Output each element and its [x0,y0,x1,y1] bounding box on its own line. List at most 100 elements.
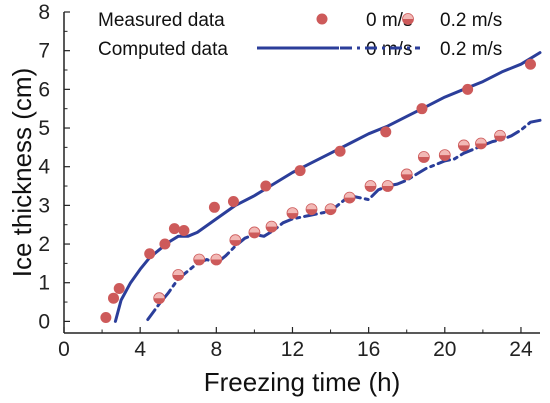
y-tick-label: 3 [38,194,50,217]
marker-02ms-point [210,253,223,266]
marker-0ms-point [227,196,239,208]
marker-02ms-point [286,207,299,220]
legend-computed-02ms-label: 0.2 m/s [440,39,502,60]
marker-02ms-point [457,139,470,152]
axes [63,12,540,334]
marker-02ms-outline [229,234,242,247]
marker-02ms-lower-half [210,259,222,266]
marker-02ms-outline [417,151,430,163]
marker-02ms-point [475,137,487,150]
legend-measured-02ms-label: 0.2 m/s [440,10,502,31]
marker-02ms-point [400,168,413,181]
marker-02ms-outline [153,292,166,305]
marker-02ms-lower-half [344,197,356,204]
y-tick-label: 1 [38,272,50,295]
marker-02ms-lower-half [306,209,318,215]
legend-computed-0ms-label: 0 m/s [366,39,412,60]
y-axis-title: Ice thickness (cm) [7,68,37,278]
x-tick-label: 4 [134,338,146,361]
y-ticks: 0 1 2 3 4 5 6 7 8 [38,1,70,333]
y-tick-label: 6 [38,78,50,101]
x-tick-label: 16 [357,338,380,361]
marker-02ms-outline [172,269,185,281]
marker-02ms-point [324,203,337,216]
computed-line-0ms [113,51,542,323]
x-tick-label: 24 [509,338,533,361]
marker-02ms-lower-half [365,186,377,192]
marker-02ms-outline [400,168,413,181]
marker-02ms-point [248,226,261,239]
marker-02ms-outline [364,180,377,192]
marker-02ms-outline [210,253,223,266]
marker-02ms-point [172,269,185,281]
marker-02ms-outline [402,13,414,25]
marker-02ms-lower-half [401,174,413,180]
y-tick-label: 2 [38,233,50,256]
marker-02ms-outline [193,253,206,266]
marker-02ms-lower-half [248,232,260,238]
marker-02ms-point [153,292,166,305]
x-tick-label: 20 [433,338,456,361]
marker-02ms-point [417,151,430,163]
marker-02ms-lower-half [172,274,184,281]
marker-0ms-point [316,13,328,25]
legend: Measured data 0 m/s 0.2 m/s Computed dat… [98,10,502,60]
y-tick-label: 0 [38,310,50,333]
marker-0ms-point [208,201,220,213]
marker-0ms-point [144,248,156,260]
marker-02ms-point [438,149,451,161]
marker-02ms-outline [475,137,487,150]
marker-02ms-outline [305,203,318,216]
computed-lines [113,51,542,323]
y-tick-label: 7 [38,40,50,63]
marker-02ms-outline [324,203,337,216]
marker-0ms-point [108,292,120,304]
marker-0ms-point [294,165,306,177]
marker-02ms-lower-half [153,298,165,304]
y-tick-label: 5 [38,117,50,140]
marker-02ms-point [381,180,394,192]
marker-02ms-outline [494,129,506,142]
marker-02ms-lower-half [193,259,205,266]
marker-02ms-lower-half [286,213,298,219]
x-tick-label: 8 [210,338,222,361]
marker-02ms-outline [457,139,470,152]
marker-02ms-outline [248,226,261,239]
marker-02ms-point [229,234,242,247]
marker-02ms-lower-half [402,19,414,25]
marker-02ms-point [343,191,356,204]
marker-0ms-point [178,225,190,237]
marker-0ms-point [462,83,474,95]
marker-02ms-lower-half [418,157,430,163]
marker-0ms-point [334,145,346,157]
y-tick-label: 4 [38,156,50,179]
marker-02ms-lower-half [475,143,487,149]
marker-02ms-point [193,253,206,266]
marker-0ms-point [100,312,112,324]
marker-0ms-point [524,58,536,70]
marker-02ms-lower-half [382,186,394,192]
marker-02ms-lower-half [266,226,278,233]
marker-0ms-point [113,283,125,295]
legend-measured-0ms-label: 0 m/s [366,10,412,31]
marker-02ms-lower-half [325,209,337,215]
x-tick-label: 0 [58,338,70,361]
x-ticks: 0 4 8 12 16 20 24 [58,327,533,361]
marker-02ms-outline [286,207,299,220]
x-axis-title: Freezing time (h) [204,367,401,397]
measured-markers [100,58,536,324]
marker-02ms-outline [343,191,356,204]
marker-02ms-outline [438,149,451,161]
legend-swatches [257,13,420,50]
marker-02ms-point [305,203,318,216]
x-tick-label: 12 [281,338,304,361]
marker-02ms-lower-half [458,145,470,151]
marker-0ms-point [416,103,428,115]
marker-02ms-point [364,180,377,192]
marker-0ms-point [168,223,180,235]
marker-02ms-lower-half [229,240,241,246]
marker-02ms-lower-half [494,135,506,142]
marker-0ms-point [260,180,272,192]
marker-0ms-point [380,126,392,138]
